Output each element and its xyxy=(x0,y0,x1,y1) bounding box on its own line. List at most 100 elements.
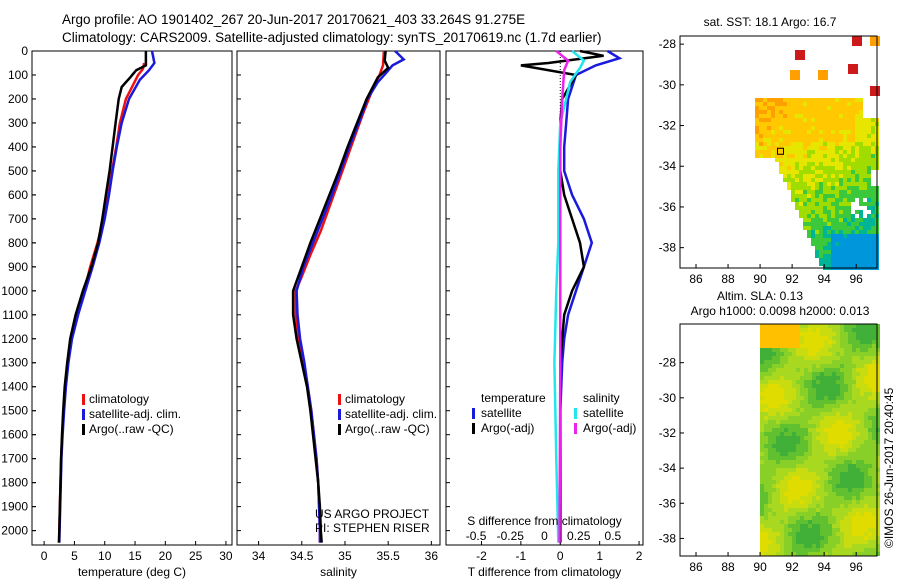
sla-cell xyxy=(868,360,872,364)
sla-cell xyxy=(864,440,868,444)
sla-cell xyxy=(796,428,800,432)
sla-cell xyxy=(852,324,856,328)
sla-cell xyxy=(812,392,816,396)
sla-cell xyxy=(768,464,772,468)
sst-cell xyxy=(835,134,839,138)
sla-cell xyxy=(868,504,872,508)
sla-cell xyxy=(836,412,840,416)
sla-cell xyxy=(768,408,772,412)
sla-cell xyxy=(836,380,840,384)
sst-cell xyxy=(799,186,803,190)
sst-cell xyxy=(767,106,771,110)
sst-cell xyxy=(867,166,871,170)
sla-cell xyxy=(800,356,804,360)
sst-cell xyxy=(803,198,807,202)
sst-cell xyxy=(787,114,791,118)
sst-cell xyxy=(763,142,767,146)
sst-cell xyxy=(803,130,807,134)
sla-cell xyxy=(776,416,780,420)
sst-cell xyxy=(823,106,827,110)
sst-cell xyxy=(843,230,847,234)
sst-cell xyxy=(819,166,823,170)
sla-cell xyxy=(776,384,780,388)
sla-cell xyxy=(836,376,840,380)
sla-cell xyxy=(864,388,868,392)
sla-cell xyxy=(776,332,780,336)
sst-cell xyxy=(831,254,835,258)
sla-cell xyxy=(832,328,836,332)
sla-cell xyxy=(816,512,820,516)
sla-cell xyxy=(808,408,812,412)
sla-cell xyxy=(868,484,872,488)
sla-cell xyxy=(776,444,780,448)
sla-cell xyxy=(760,536,764,540)
sla-cell xyxy=(804,364,808,368)
sla-cell xyxy=(788,528,792,532)
sst-cell xyxy=(831,126,835,130)
sst-cell xyxy=(835,214,839,218)
sla-cell xyxy=(820,368,824,372)
sla-cell xyxy=(764,540,768,544)
sla-cell xyxy=(816,400,820,404)
sla-cell xyxy=(764,468,768,472)
sst-cell xyxy=(799,150,803,154)
sla-cell xyxy=(860,540,864,544)
sla-cell xyxy=(856,440,860,444)
sst-cell xyxy=(819,174,823,178)
sla-cell xyxy=(764,428,768,432)
sla-cell xyxy=(836,440,840,444)
sla-cell xyxy=(860,340,864,344)
sla-cell xyxy=(812,512,816,516)
sla-cell xyxy=(864,448,868,452)
sst-cell xyxy=(815,178,819,182)
sla-cell xyxy=(768,432,772,436)
sla-cell xyxy=(852,412,856,416)
sst-cell xyxy=(835,98,839,102)
sla-cell xyxy=(792,380,796,384)
sst-cell xyxy=(827,158,831,162)
sla-cell xyxy=(792,516,796,520)
sst-cell xyxy=(839,186,843,190)
sst-cell xyxy=(771,154,775,158)
sst-cell xyxy=(819,134,823,138)
sla-cell xyxy=(816,380,820,384)
sla-cell xyxy=(824,536,828,540)
sst-cell xyxy=(839,194,843,198)
sla-cell xyxy=(872,524,876,528)
sst-cell xyxy=(803,146,807,150)
sla-cell xyxy=(776,516,780,520)
sla-cell xyxy=(828,344,832,348)
sla-cell xyxy=(772,548,776,552)
sst-cell xyxy=(843,254,847,258)
sla-cell xyxy=(876,496,880,500)
sla-cell xyxy=(804,360,808,364)
sla-cell xyxy=(816,472,820,476)
sst-cell xyxy=(871,214,875,218)
sla-cell xyxy=(788,400,792,404)
sla-cell xyxy=(848,468,852,472)
sla-cell xyxy=(804,340,808,344)
sst-cell xyxy=(859,158,863,162)
sst-cell xyxy=(803,174,807,178)
sla-cell xyxy=(800,492,804,496)
sla-cell xyxy=(812,484,816,488)
sla-cell xyxy=(800,488,804,492)
sla-cell xyxy=(836,524,840,528)
sla-cell xyxy=(792,432,796,436)
sla-cell xyxy=(788,492,792,496)
sla-cell xyxy=(848,448,852,452)
sla-cell xyxy=(844,552,848,556)
sst-cell xyxy=(823,122,827,126)
sst-cell xyxy=(859,102,863,106)
sst-cell xyxy=(867,190,871,194)
sla-cell xyxy=(788,364,792,368)
sla-cell xyxy=(852,452,856,456)
sst-patch-4 xyxy=(852,36,862,46)
sst-cell xyxy=(795,186,799,190)
sla-cell xyxy=(796,464,800,468)
sst-cell xyxy=(847,254,851,258)
sst-cell xyxy=(795,98,799,102)
sst-cell xyxy=(799,154,803,158)
sla-cell xyxy=(768,340,772,344)
sla-cell xyxy=(800,512,804,516)
